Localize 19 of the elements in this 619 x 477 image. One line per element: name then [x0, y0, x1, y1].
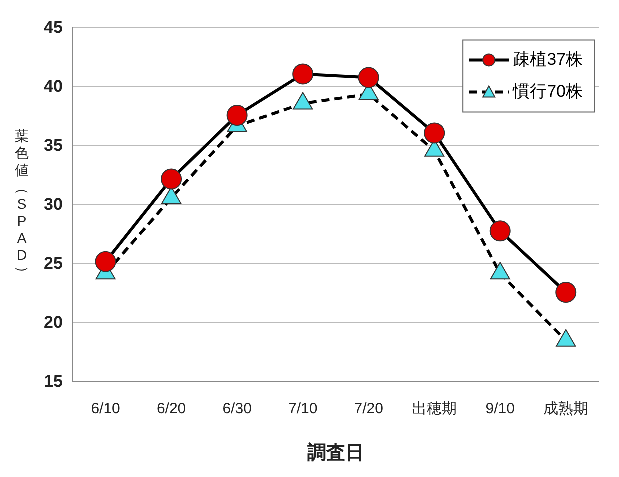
- x-tick-label: 成熟期: [544, 400, 589, 418]
- legend-label: 疎植37株: [513, 50, 584, 69]
- y-tick-label: 15: [44, 372, 63, 391]
- y-tick-label: 35: [44, 136, 63, 155]
- x-axis-title: 調査日: [307, 442, 364, 464]
- legend-label: 慣行70株: [512, 82, 584, 101]
- y-tick-label: 25: [44, 254, 63, 273]
- x-tick-label: 7/10: [288, 400, 318, 418]
- x-tick-label: 7/20: [354, 400, 384, 418]
- text: 葉色値（SPAD）: [15, 128, 32, 280]
- x-tick-label: 6/10: [91, 400, 120, 418]
- y-tick-label: 40: [44, 76, 63, 96]
- x-tick-label: 9/10: [486, 400, 515, 418]
- x-tick-label: 6/30: [222, 400, 252, 418]
- x-tick-label: 出穂期: [412, 400, 458, 418]
- y-tick-label: 30: [44, 194, 63, 214]
- x-tick-label: 6/20: [156, 400, 186, 418]
- y-tick-label: 20: [44, 312, 63, 332]
- y-tick-label: 45: [44, 18, 63, 37]
